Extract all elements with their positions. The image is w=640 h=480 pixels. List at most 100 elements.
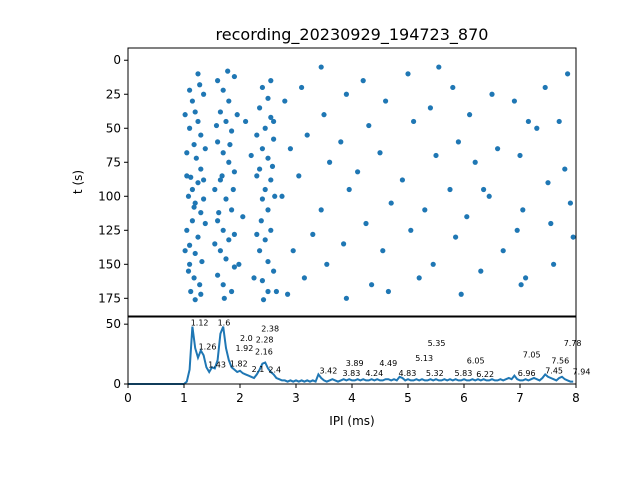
peak-label: 4.24 [365,369,383,378]
scatter-point [472,159,478,165]
scatter-point [272,193,278,199]
scatter-point [481,186,487,193]
y-tick-label: 75 [106,155,121,169]
scatter-point [366,122,372,129]
scatter-point [257,166,263,172]
scatter-point [251,275,257,281]
scatter-point [262,237,268,243]
scatter-point [534,125,540,131]
scatter-point [226,159,232,165]
scatter-point [408,227,414,233]
scatter-point [430,261,436,267]
y-tick-label: 50 [106,317,121,331]
scatter-point [411,118,417,125]
scatter-point [271,268,277,274]
scatter-point [201,177,207,183]
peak-label: 7.45 [545,366,563,375]
scatter-point [259,146,265,152]
scatter-point [343,295,349,301]
scatter-point [191,204,197,210]
scatter-point [231,264,237,270]
peak-label: 2.28 [256,336,274,345]
scatter-point [257,248,263,254]
scatter-point [193,155,199,161]
scatter-point [188,174,194,180]
peak-label: 2.16 [255,348,273,357]
scatter-point [226,237,232,243]
scatter-point [195,234,201,240]
y-axis-label: t (s) [71,170,85,194]
scatter-point [262,125,268,131]
peak-label: 2.1 [252,365,265,374]
x-tick-label: 3 [292,391,300,405]
scatter-point [201,91,207,97]
scatter-point [355,169,361,175]
scatter-point [545,180,551,186]
scatter-point [517,152,523,159]
scatter-point [464,214,470,220]
scatter-point [229,207,235,213]
peak-label: 6.96 [518,369,536,378]
scatter-point [377,150,383,156]
scatter-point [197,282,203,288]
scatter-point [212,186,218,193]
scatter-point [199,258,205,265]
scatter-point [556,118,562,125]
scatter-point [189,98,195,104]
scatter-point [282,98,288,104]
scatter-point [231,73,237,80]
scatter-point [346,186,352,193]
ipi-histogram-line [128,326,574,385]
scatter-point [219,173,225,179]
peak-label: 1.43 [208,360,226,369]
scatter-point [185,268,192,274]
scatter-point [220,282,226,288]
scatter-point [453,234,459,240]
scatter-point [296,173,302,179]
peak-label: 1.92 [236,344,254,353]
scatter-point [187,87,193,93]
peak-label: 4.49 [379,359,397,368]
scatter-point [230,186,236,193]
scatter-point [301,275,307,281]
peak-label: 1.6 [218,319,231,328]
scatter-point [187,261,193,267]
scatter-point [360,78,366,84]
y-tick-label: 175 [98,291,121,305]
scatter-point [416,275,422,281]
scatter-point [248,152,254,159]
scatter-point [195,180,201,186]
scatter-point [212,241,218,247]
y-tick-label: 125 [98,223,121,237]
scatter-point [551,261,557,267]
scatter-point [226,98,232,104]
x-tick-label: 1 [180,391,188,405]
scatter-point [271,136,277,142]
axes-frame [127,47,577,317]
scatter-point [254,132,260,138]
scatter-point [189,218,195,224]
peak-label: 7.56 [551,356,569,365]
scatter-point [268,227,274,233]
peak-label: 7.05 [523,350,541,359]
y-tick-label: 0 [113,53,121,67]
scatter-point [310,231,316,237]
scatter-point [201,196,207,202]
scatter-point [542,84,548,91]
x-tick-label: 4 [348,391,356,405]
peak-label: 1.82 [230,359,248,368]
scatter-point [198,210,204,216]
scatter-point [299,84,305,91]
scatter-point [223,196,229,202]
chart-title: recording_20230929_194723_870 [216,25,489,45]
scatter-point [184,150,190,156]
scatter-point [369,282,375,288]
x-tick-label: 8 [572,391,580,405]
scatter-point [229,128,235,134]
scatter-point [265,95,271,101]
scatter-point [338,139,344,145]
scatter-point [500,248,506,254]
scatter-point [217,109,223,115]
scatter-point [565,71,571,77]
y-tick-label: 150 [98,257,121,271]
